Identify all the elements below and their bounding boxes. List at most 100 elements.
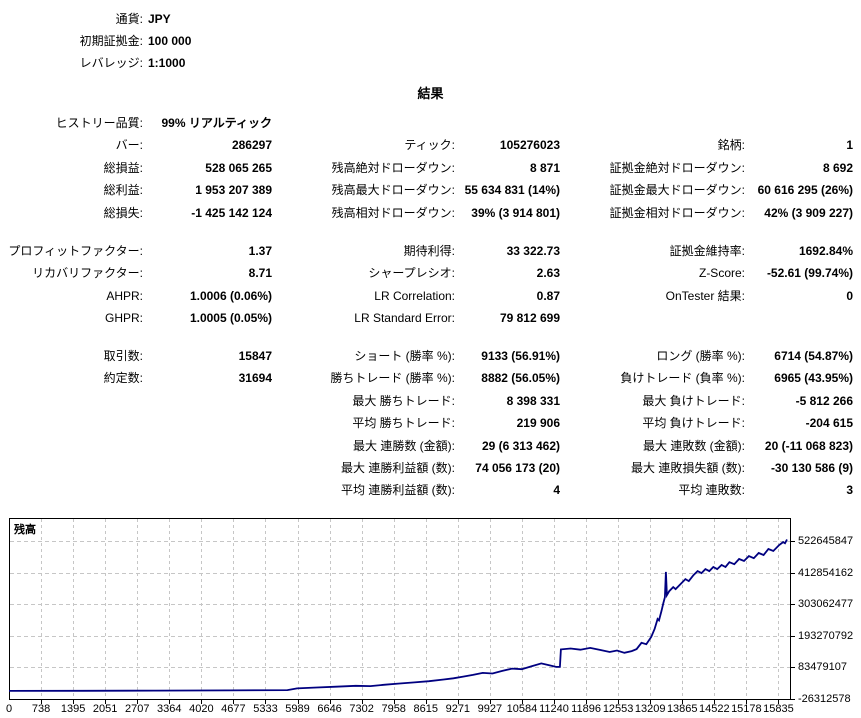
stat-value: -5 812 266 bbox=[795, 393, 853, 408]
stat-value: 1 953 207 389 bbox=[195, 183, 272, 198]
stat-value: 60 616 295 (26%) bbox=[757, 183, 853, 198]
stat-label: 勝ちトレード (勝率 %): bbox=[330, 371, 455, 386]
stat-row-trades: 最大 勝ちトレード: 8 398 331 最大 負けトレード: -5 812 266 bbox=[0, 390, 861, 412]
stat-label: 残高最大ドローダウン: bbox=[331, 183, 455, 198]
stat-row-trades: 取引数: 15847 ショート (勝率 %): 9133 (56.91%) ロング (勝… bbox=[0, 345, 861, 367]
x-axis-label: 4020 bbox=[189, 703, 214, 715]
stat-value: 6965 (43.95%) bbox=[774, 371, 853, 386]
stat-value: 1.37 bbox=[248, 244, 272, 258]
stat-value: 79 812 699 bbox=[499, 311, 560, 326]
account-label: 通貨: bbox=[115, 12, 143, 26]
stat-label: バー: bbox=[115, 138, 143, 153]
stat-label: プロフィットファクター: bbox=[8, 244, 143, 258]
stat-value: 2.63 bbox=[536, 266, 560, 281]
account-value: 100 000 bbox=[148, 34, 192, 48]
stat-value: 3 bbox=[846, 483, 853, 498]
y-axis-label: 412854162 bbox=[798, 566, 854, 579]
stat-label: LR Correlation: bbox=[374, 288, 455, 303]
stat-value: 20 (-11 068 823) bbox=[764, 438, 853, 453]
stat-value: 9133 (56.91%) bbox=[481, 349, 560, 363]
stat-label: 平均 勝ちトレード: bbox=[352, 416, 455, 431]
stat-label: 平均 負けトレード: bbox=[642, 416, 745, 431]
y-axis-label: 303062477 bbox=[798, 597, 854, 610]
results-title: 結果 bbox=[417, 86, 444, 101]
stat-label: ティック: bbox=[404, 138, 455, 153]
stat-label: 最大 連勝利益額 (数): bbox=[341, 461, 455, 475]
stat-row-ratios: AHPR: 1.0006 (0.06%) LR Correlation: 0.87 On… bbox=[0, 285, 861, 307]
stat-value: 4 bbox=[553, 483, 560, 498]
stat-value: 99% リアルティック bbox=[161, 116, 272, 130]
stat-label: 平均 連敗数: bbox=[678, 483, 745, 498]
x-axis-label: 6646 bbox=[317, 703, 342, 715]
stat-row-trades: 最大 連勝利益額 (数): 74 056 173 (20) 最大 連敗損失額 (数)… bbox=[0, 457, 861, 479]
chart-border bbox=[9, 518, 791, 700]
stat-value: 8882 (56.05%) bbox=[481, 371, 560, 386]
stat-label: LR Standard Error: bbox=[354, 311, 455, 326]
x-axis-label: 7958 bbox=[381, 703, 406, 715]
stat-label: 証拠金相対ドローダウン: bbox=[609, 205, 745, 220]
x-axis-label: 11896 bbox=[571, 703, 601, 715]
stat-label: 最大 連敗数 (金額): bbox=[643, 438, 745, 453]
account-label: レバレッジ: bbox=[79, 56, 143, 70]
account-value: 1:1000 bbox=[148, 56, 186, 70]
stat-row-summary: 総損益: 528 065 265 残高絶対ドローダウン: 8 871 証拠金絶対ドローダ… bbox=[0, 157, 861, 179]
x-axis-label: 13865 bbox=[666, 703, 698, 715]
stat-label: 証拠金絶対ドローダウン: bbox=[609, 160, 745, 175]
stat-row-summary: バー: 286297 ティック: 105276023 銘柄: 1 bbox=[0, 134, 861, 156]
stat-label: 残高絶対ドローダウン: bbox=[331, 160, 455, 175]
stat-value: 31694 bbox=[238, 371, 272, 386]
stat-value: 8.71 bbox=[248, 266, 272, 281]
stat-label: 負けトレード (負率 %): bbox=[620, 371, 745, 386]
stat-label: Z-Score: bbox=[698, 266, 745, 281]
stat-label: AHPR: bbox=[106, 288, 143, 303]
stat-value: 33 322.73 bbox=[506, 244, 560, 258]
stat-value: -204 615 bbox=[805, 416, 853, 431]
stat-label: 総利益: bbox=[103, 183, 143, 198]
chart-title: 残高 bbox=[14, 524, 36, 536]
stat-row-trades: 平均 勝ちトレード: 219 906 平均 負けトレード: -204 615 bbox=[0, 412, 861, 434]
y-axis-label: 83479107 bbox=[798, 660, 847, 673]
y-axis-label: -26312578 bbox=[798, 692, 851, 705]
stat-value: 8 692 bbox=[822, 160, 853, 175]
stat-label: 残高相対ドローダウン: bbox=[331, 205, 455, 220]
stat-label: 総損益: bbox=[103, 160, 143, 175]
x-axis-label: 3364 bbox=[157, 703, 182, 715]
stat-value: 1.0006 (0.06%) bbox=[189, 288, 272, 303]
x-axis-label: 9927 bbox=[477, 703, 503, 715]
x-axis-label: 0 bbox=[5, 703, 13, 715]
stat-label: 約定数: bbox=[103, 371, 143, 386]
stat-value: 1692.84% bbox=[798, 244, 853, 258]
stat-value: 0 bbox=[846, 288, 853, 303]
x-axis-label: 9271 bbox=[445, 703, 471, 715]
stat-row-summary: 総利益: 1 953 207 389 残高最大ドローダウン: 55 634 831 (… bbox=[0, 179, 861, 201]
x-axis-label: 12553 bbox=[602, 703, 634, 715]
stat-label: 最大 連勝数 (金額): bbox=[353, 438, 455, 453]
chart-canvas bbox=[9, 518, 795, 704]
stat-value: 105276023 bbox=[499, 138, 560, 153]
stat-label: 最大 連敗損失額 (数): bbox=[631, 461, 745, 475]
stat-row-summary: 総損失: -1 425 142 124 残高相対ドローダウン: 39% (3 914 … bbox=[0, 202, 861, 224]
stat-value: 39% (3 914 801) bbox=[471, 205, 560, 220]
stat-value: 6714 (54.87%) bbox=[774, 349, 853, 363]
x-axis-label: 1395 bbox=[60, 703, 86, 715]
stat-value: 15847 bbox=[238, 349, 272, 363]
stat-value: -30 130 586 (9) bbox=[770, 461, 853, 475]
stat-label: 平均 連勝利益額 (数): bbox=[341, 483, 455, 498]
stat-label: 総損失: bbox=[103, 205, 143, 220]
x-axis-label: 10584 bbox=[506, 703, 538, 715]
stat-label: 期待利得: bbox=[403, 244, 455, 258]
x-axis-label: 2707 bbox=[124, 703, 150, 715]
x-axis-label: 4677 bbox=[221, 703, 246, 715]
x-axis-label: 7302 bbox=[349, 703, 374, 715]
stat-value: -52.61 (99.74%) bbox=[766, 266, 853, 281]
stat-value: 0.87 bbox=[536, 288, 560, 303]
y-axis-label: 193270792 bbox=[798, 629, 854, 642]
x-axis-label: 15835 bbox=[763, 703, 794, 715]
x-axis-label: 5989 bbox=[285, 703, 310, 715]
account-label: 初期証拠金: bbox=[79, 34, 143, 48]
stat-row-trades: 平均 連勝利益額 (数): 4 平均 連敗数: 3 bbox=[0, 479, 861, 501]
x-axis-label: 14522 bbox=[699, 703, 730, 715]
stat-label: OnTester 結果: bbox=[665, 288, 745, 303]
stat-value: 1.0005 (0.05%) bbox=[189, 311, 272, 326]
